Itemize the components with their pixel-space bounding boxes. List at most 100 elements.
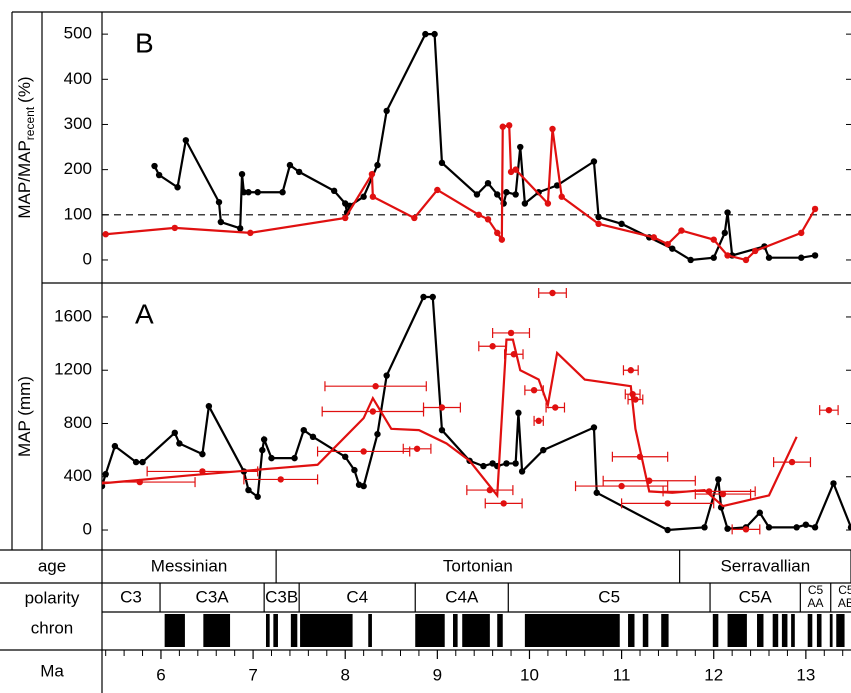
y-tick-label: 400: [64, 466, 92, 485]
data-point: [494, 191, 501, 198]
data-point: [205, 402, 213, 410]
normal-polarity: [836, 614, 845, 647]
data-point: [369, 193, 377, 200]
plot-area: [102, 287, 851, 535]
data-point: [279, 189, 286, 196]
stage-label: Serravallian: [720, 556, 810, 575]
normal-polarity: [290, 614, 298, 647]
data-point: [360, 482, 367, 490]
data-point: [475, 211, 483, 218]
data-point: [552, 404, 559, 411]
y-axis-label-unit: (%): [15, 76, 34, 102]
data-point: [705, 488, 713, 495]
data-point: [742, 256, 750, 264]
x-tick-label: 7: [248, 665, 257, 684]
data-point: [434, 186, 441, 194]
data-point: [811, 524, 819, 531]
data-point: [199, 450, 206, 458]
normal-polarity: [368, 614, 372, 647]
panel-label: A: [135, 298, 154, 329]
y-tick-label: 300: [64, 114, 92, 133]
data-point: [413, 445, 421, 452]
chron-label: C5: [598, 587, 620, 606]
data-point: [254, 493, 261, 500]
data-point: [217, 218, 225, 226]
y-tick-label: 500: [64, 24, 92, 43]
data-point: [342, 214, 349, 222]
data-point: [724, 209, 731, 216]
data-point: [765, 524, 773, 531]
data-point: [719, 490, 727, 498]
data-point: [438, 159, 446, 167]
data-point: [259, 446, 266, 454]
data-point: [724, 252, 731, 259]
normal-polarity: [727, 614, 747, 647]
data-point: [830, 480, 837, 487]
x-tick-label: 13: [796, 665, 815, 684]
data-point: [618, 482, 625, 490]
data-point: [291, 454, 298, 462]
data-point: [102, 482, 106, 490]
data-point: [629, 390, 636, 398]
data-point: [383, 107, 390, 115]
data-point: [544, 200, 552, 207]
chron-label: C3B: [265, 587, 298, 606]
data-point: [171, 429, 178, 437]
data-point: [503, 460, 510, 467]
data-point: [132, 458, 140, 466]
data-point: [111, 442, 119, 450]
data-point: [710, 236, 717, 243]
data-point: [595, 213, 602, 221]
frame: [0, 11, 851, 693]
data-point: [155, 171, 163, 179]
chron-label: C3A: [196, 587, 230, 606]
x-tick-label: 10: [520, 665, 539, 684]
data-point: [171, 224, 178, 232]
data-point: [512, 166, 519, 173]
chron-label: AA: [808, 596, 824, 610]
data-point: [507, 329, 515, 337]
data-point: [295, 168, 303, 176]
data-point: [678, 227, 685, 234]
data-point: [510, 351, 518, 358]
y-tick-label: 0: [83, 249, 92, 268]
data-point: [238, 170, 246, 178]
data-point: [360, 448, 367, 455]
data-point: [199, 468, 206, 475]
y-axis-label: MAP/MAPrecent (%): [15, 76, 37, 218]
data-point: [646, 477, 653, 484]
data-point: [139, 458, 146, 466]
chron-label: C3: [120, 587, 142, 606]
data-point: [669, 245, 676, 252]
data-point: [517, 143, 524, 151]
plot-area: [102, 30, 851, 264]
data-point: [342, 453, 349, 460]
series-line: [153, 33, 816, 262]
chron-label: C4A: [445, 587, 479, 606]
data-point: [498, 236, 506, 243]
data-point: [687, 256, 694, 264]
normal-polarity: [642, 614, 649, 647]
normal-polarity: [462, 614, 490, 647]
data-point: [330, 187, 338, 195]
y-axis-label-sub: recent: [23, 106, 37, 140]
data-point: [484, 216, 492, 223]
x-axis-label: Ma: [40, 661, 64, 680]
data-point: [247, 229, 254, 237]
data-point: [506, 122, 513, 129]
normal-polarity: [816, 614, 822, 647]
data-point: [360, 193, 367, 200]
data-point: [254, 189, 261, 196]
data-point: [721, 229, 728, 237]
data-point: [268, 454, 275, 462]
data-point: [368, 170, 376, 178]
data-point: [102, 231, 109, 238]
data-point: [825, 406, 833, 414]
data-point: [176, 440, 183, 447]
data-point: [500, 500, 507, 507]
data-point: [422, 30, 429, 38]
data-point: [636, 453, 644, 460]
data-point: [245, 189, 252, 196]
data-point: [632, 396, 639, 403]
